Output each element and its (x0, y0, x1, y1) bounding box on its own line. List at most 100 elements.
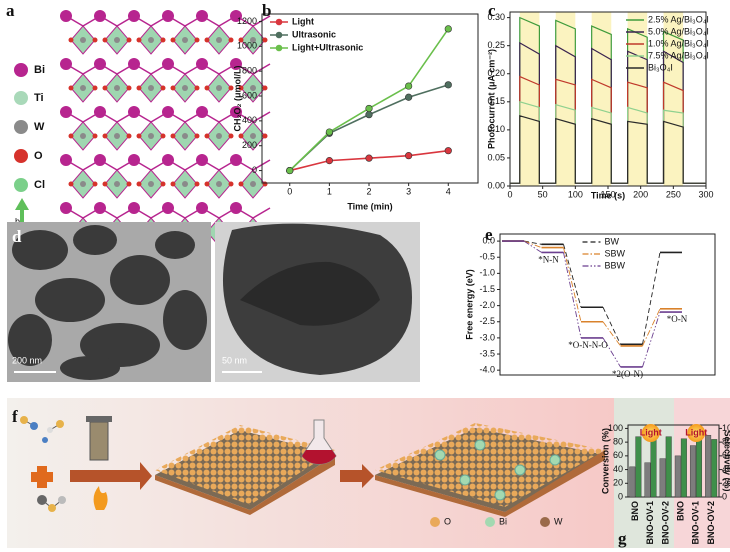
atom-o (136, 85, 142, 91)
legend-label: Cl (34, 179, 45, 191)
sun-icon (641, 424, 660, 442)
atom-o (204, 133, 210, 139)
atom-o (262, 181, 268, 187)
atom-o (170, 37, 176, 43)
y-tick-label: -1.5 (479, 284, 495, 294)
atom-o (228, 133, 234, 139)
atom-w (216, 181, 222, 187)
y2-tick-label: 100 (722, 423, 730, 433)
panel-label: c (488, 1, 496, 20)
atom-o (194, 133, 200, 139)
atom-bi (128, 106, 140, 118)
connector (523, 240, 542, 253)
bar (680, 438, 687, 498)
y-tick-label: 40 (613, 464, 623, 474)
atom-o (160, 37, 166, 43)
legend-label: SBW (605, 248, 626, 258)
y-tick-label: -0.5 (479, 252, 495, 262)
connector (563, 244, 582, 308)
atom-o (262, 133, 268, 139)
atom-bi (94, 154, 106, 166)
structure-legend: Bi Ti W O Cl b a (14, 63, 68, 248)
y-axis-label: Conversion (%) (600, 428, 610, 494)
axis-label: b (15, 216, 20, 226)
plot-frame (261, 13, 479, 184)
data-point (444, 25, 452, 33)
atom-o (68, 85, 74, 91)
atom-o (136, 37, 142, 43)
y-tick-label: 100 (608, 423, 623, 433)
x-tick-label: 0 (507, 189, 512, 199)
legend-label: O (34, 150, 43, 162)
atom-bi (162, 106, 174, 118)
legend-label: Ultrasonic (292, 29, 336, 39)
y-tick-label: -2.0 (479, 300, 495, 310)
atom-bi (162, 202, 174, 214)
connector (642, 311, 661, 368)
connector (563, 252, 582, 338)
x-tick-label: 2 (367, 186, 372, 196)
atom-bi (230, 58, 242, 70)
legend-label: 7.5% Ag/Bi₃O₄I (648, 50, 709, 60)
connector (602, 307, 621, 345)
atom-o (126, 37, 132, 43)
y-tick-label: 200 (242, 140, 257, 150)
y2-axis-label: Selectivity (%) (723, 430, 730, 491)
atom-o (228, 37, 234, 43)
atom-o (92, 133, 98, 139)
atom-bi (128, 154, 140, 166)
panel-label: b (262, 1, 271, 20)
bar (629, 466, 636, 498)
light-on-band (591, 12, 612, 186)
data-point (286, 166, 294, 175)
y2-tick-label: 60 (722, 450, 730, 460)
bar (689, 445, 696, 498)
light-on-band (663, 12, 684, 186)
atom-bi (196, 10, 208, 22)
atom-o (262, 85, 268, 91)
y-tick-label: 400 (242, 115, 257, 125)
y-tick-label: 0.30 (487, 12, 505, 22)
x-tick-label: BNO-OV-2 (706, 501, 716, 545)
y-axis-label: Free energy (eV) (464, 269, 474, 340)
atom-o (160, 85, 166, 91)
atom-bi (60, 106, 72, 118)
atom-o (102, 181, 108, 187)
plot-frame (499, 233, 716, 376)
data-point (325, 128, 333, 136)
y-tick-label: -3.0 (479, 332, 495, 342)
atom-w (148, 37, 154, 43)
light-on-band (555, 12, 576, 186)
data-point (365, 111, 373, 119)
atom-bi (230, 10, 242, 22)
atom-o (238, 85, 244, 91)
y-tick-label: 0.15 (487, 96, 505, 106)
panel-label: g (618, 529, 627, 548)
x-tick-label: BNO-OV-1 (691, 501, 701, 545)
series-line (510, 115, 706, 184)
connector (523, 240, 542, 248)
atom-o (126, 85, 132, 91)
y-tick-label: 0.10 (487, 124, 505, 134)
chart: 0.0 -0.5 -1.0 -1.5 -2.0 -2.5 -3.0 -3.5 -4.0 Free … (464, 233, 716, 379)
chart: 0.00 0.05 0.10 0.15 0.20 0.25 0.30 0 50 100 150 200… (486, 11, 714, 200)
y-tick-label: 0.00 (487, 180, 505, 190)
y-tick-label: -2.5 (479, 316, 495, 326)
bar (635, 436, 642, 498)
x-tick-label: 250 (666, 189, 681, 199)
atom-o (102, 37, 108, 43)
state-label: *O-N (667, 314, 688, 324)
chart: 0 200 400 600 800 1000 1200 0 1 2 3 4 Time (min) CH₂O… (232, 13, 479, 211)
atom-bi (94, 202, 106, 214)
legend-label: Light+Ultrasonic (292, 42, 363, 52)
atom-w (182, 85, 188, 91)
legend-label: Bi₃O₄I (648, 62, 673, 72)
atom-w (80, 181, 86, 187)
atom-w (250, 37, 256, 43)
atom-o (228, 181, 234, 187)
atom-bi (196, 58, 208, 70)
connector (602, 337, 621, 368)
bar (711, 439, 718, 498)
atom-w (80, 37, 86, 43)
